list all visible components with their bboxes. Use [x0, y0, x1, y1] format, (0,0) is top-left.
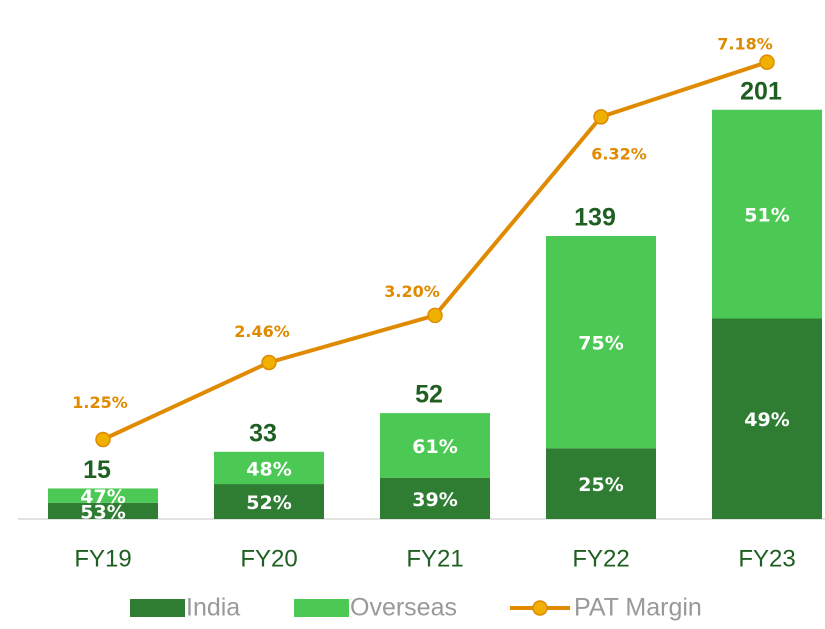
legend-label: Overseas [350, 594, 457, 622]
line-marker [427, 307, 443, 324]
x-tick-label: FY23 [738, 545, 795, 572]
segment-label: 53% [80, 501, 125, 523]
bar-segment [48, 488, 158, 503]
x-tick-label: FY20 [240, 545, 297, 572]
segment-label: 75% [578, 333, 623, 355]
line-label: 1.25% [72, 393, 128, 412]
total-label: 15 [83, 456, 111, 484]
bar-segment [546, 235, 656, 449]
segment-label: 25% [578, 474, 623, 496]
line-label: 2.46% [234, 322, 290, 341]
legend-swatch [130, 599, 185, 617]
line-label: 6.32% [591, 144, 647, 163]
line-label: 3.20% [384, 282, 440, 301]
bar-segment [214, 451, 324, 485]
bar-segment [712, 318, 822, 519]
segment-label: 48% [246, 458, 291, 480]
legend-marker [532, 600, 548, 616]
x-tick-label: FY19 [74, 545, 131, 572]
total-label: 201 [740, 77, 782, 105]
line-marker [759, 54, 775, 70]
line-label: 7.18% [717, 35, 773, 54]
segment-label: 49% [744, 409, 789, 431]
bar-segment [712, 109, 822, 319]
x-tick-label: FY21 [406, 545, 463, 572]
legend-label: India [186, 594, 240, 622]
bar-segment [214, 484, 324, 519]
segment-label: 47% [80, 486, 125, 508]
bar-segment [48, 502, 158, 519]
segment-label: 39% [412, 489, 457, 511]
legend-swatch [294, 599, 349, 617]
bar-segment [380, 477, 490, 519]
legend-label: PAT Margin [574, 594, 702, 622]
segment-label: 52% [246, 492, 291, 514]
bar-segment [380, 413, 490, 478]
bar-segment [546, 448, 656, 519]
segment-label: 51% [744, 205, 789, 227]
line-marker [261, 354, 277, 371]
line-marker [593, 109, 609, 125]
x-tick-label: FY22 [572, 545, 629, 572]
line-marker [95, 431, 111, 448]
segment-label: 61% [412, 436, 457, 458]
total-label: 139 [574, 204, 616, 232]
total-label: 52 [415, 381, 443, 409]
total-label: 33 [249, 419, 277, 447]
